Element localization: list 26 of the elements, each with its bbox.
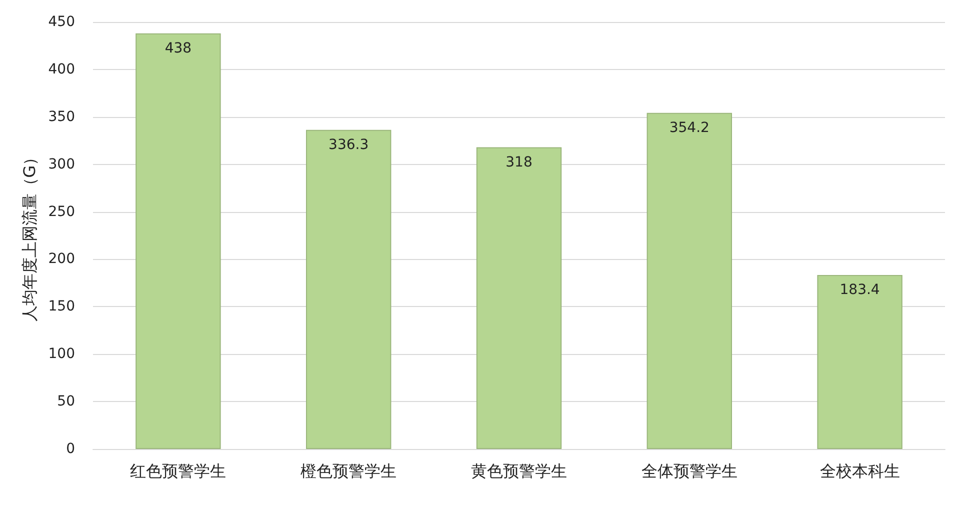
data-label: 318 — [506, 154, 532, 170]
x-tick-label: 黄色预警学生 — [471, 462, 567, 480]
data-label: 354.2 — [669, 120, 710, 136]
x-tick-label: 全体预警学生 — [641, 462, 738, 480]
bar — [306, 130, 392, 449]
data-label: 183.4 — [840, 282, 880, 298]
x-tick-label: 全校本科生 — [820, 462, 900, 480]
bar — [817, 274, 902, 449]
bar — [476, 147, 562, 449]
y-tick-label: 200 — [48, 251, 75, 268]
bar — [136, 33, 221, 449]
y-tick-label: 350 — [48, 108, 75, 125]
y-tick-label: 400 — [48, 61, 75, 78]
x-tick-label: 红色预警学生 — [130, 462, 226, 480]
y-tick-label: 50 — [57, 394, 75, 410]
bar — [646, 112, 732, 449]
y-tick-label: 450 — [48, 14, 75, 30]
y-tick-label: 250 — [48, 204, 75, 220]
data-label: 438 — [164, 40, 192, 56]
y-tick-label: 100 — [48, 346, 75, 362]
x-tick-label: 橙色预警学生 — [300, 462, 397, 480]
data-label: 336.3 — [328, 136, 369, 153]
y-tick-label: 300 — [48, 156, 75, 172]
y-axis-title: 人均年度上网流量（G） — [20, 149, 39, 322]
y-tick-label: 150 — [48, 298, 75, 315]
y-tick-label: 0 — [66, 441, 75, 457]
